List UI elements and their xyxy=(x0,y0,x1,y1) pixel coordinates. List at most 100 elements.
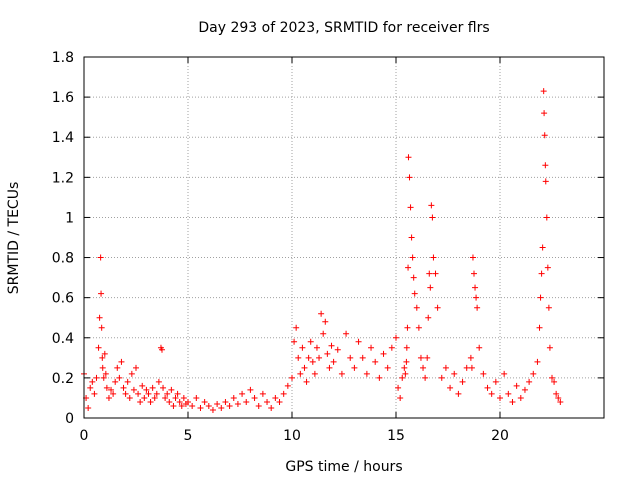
data-point xyxy=(408,234,415,241)
data-point xyxy=(305,354,312,361)
data-point xyxy=(544,264,551,271)
data-point xyxy=(497,394,503,401)
data-point xyxy=(459,378,466,385)
data-point xyxy=(98,290,105,297)
data-point xyxy=(91,390,98,397)
data-point xyxy=(168,386,175,393)
data-point xyxy=(118,358,125,365)
data-point xyxy=(293,324,300,331)
data-point xyxy=(397,394,404,401)
data-point xyxy=(393,334,399,341)
data-point xyxy=(447,384,454,391)
data-point xyxy=(410,274,417,281)
data-point xyxy=(251,394,258,401)
x-tick-label: 15 xyxy=(387,428,405,444)
data-point xyxy=(469,254,476,261)
x-axis-label: GPS time / hours xyxy=(285,459,402,475)
data-point xyxy=(143,386,150,393)
data-point xyxy=(226,402,233,409)
data-point xyxy=(424,354,431,361)
data-point xyxy=(426,270,433,277)
data-point xyxy=(276,398,283,405)
data-point xyxy=(388,344,395,351)
y-axis-label: SRMTID / TECUs xyxy=(6,182,22,295)
data-point xyxy=(205,402,212,409)
data-point xyxy=(541,110,548,117)
data-point xyxy=(101,350,108,357)
data-point xyxy=(289,374,295,381)
y-tick-label: 1 xyxy=(65,210,74,226)
data-point xyxy=(428,202,435,209)
data-point xyxy=(110,390,117,397)
data-point xyxy=(434,304,441,311)
data-point xyxy=(401,364,408,371)
y-tick-label: 1.2 xyxy=(52,170,74,186)
data-point xyxy=(542,178,549,185)
data-point xyxy=(95,344,102,351)
data-point xyxy=(526,378,533,385)
data-point xyxy=(415,324,422,331)
data-point xyxy=(402,370,409,377)
data-point xyxy=(372,358,379,365)
data-point xyxy=(549,374,555,381)
y-tick-label: 0.8 xyxy=(52,251,74,267)
data-point xyxy=(488,390,495,397)
data-point xyxy=(230,394,237,401)
data-point xyxy=(403,358,410,365)
data-point xyxy=(542,162,549,169)
data-point xyxy=(406,174,413,181)
data-point xyxy=(405,264,412,271)
data-point xyxy=(297,370,304,377)
data-point xyxy=(170,402,177,409)
data-point xyxy=(122,390,129,397)
data-point xyxy=(164,390,171,397)
data-point xyxy=(417,354,424,361)
data-point xyxy=(108,386,115,393)
data-point xyxy=(363,370,370,377)
data-point xyxy=(411,290,418,297)
data-point xyxy=(413,304,420,311)
data-point xyxy=(259,390,266,397)
data-point xyxy=(89,378,96,385)
data-point xyxy=(137,398,144,405)
y-tick-label: 1.6 xyxy=(52,90,74,106)
data-point xyxy=(545,304,552,311)
data-point xyxy=(255,402,262,409)
data-point xyxy=(555,394,562,401)
data-point xyxy=(105,394,112,401)
data-point xyxy=(551,378,558,385)
data-point xyxy=(376,374,383,381)
data-point xyxy=(234,400,241,407)
data-point xyxy=(99,354,106,361)
y-tick-label: 0 xyxy=(65,411,74,427)
data-point xyxy=(311,370,318,377)
data-point xyxy=(135,390,142,397)
data-point xyxy=(176,398,183,405)
data-point xyxy=(174,390,181,397)
data-point xyxy=(303,378,310,385)
data-point xyxy=(316,354,323,361)
data-point xyxy=(180,394,187,401)
data-point xyxy=(309,358,316,365)
data-point xyxy=(438,374,445,381)
data-point xyxy=(343,330,350,337)
data-point xyxy=(539,244,546,251)
data-point xyxy=(307,338,314,345)
x-tick-label: 5 xyxy=(184,428,193,444)
data-point xyxy=(149,384,156,391)
data-point xyxy=(103,384,110,391)
data-point xyxy=(301,364,308,371)
data-point xyxy=(222,398,229,405)
data-point xyxy=(130,386,137,393)
data-point xyxy=(537,294,544,301)
data-point xyxy=(185,398,191,405)
data-point xyxy=(543,214,550,221)
data-point xyxy=(468,364,475,371)
data-point xyxy=(422,374,429,381)
data-point xyxy=(209,406,216,413)
data-point xyxy=(328,342,335,349)
data-point xyxy=(546,344,553,351)
data-point xyxy=(318,310,325,317)
data-point xyxy=(166,398,173,405)
chart-title: Day 293 of 2023, SRMTID for receiver flr… xyxy=(198,20,489,36)
